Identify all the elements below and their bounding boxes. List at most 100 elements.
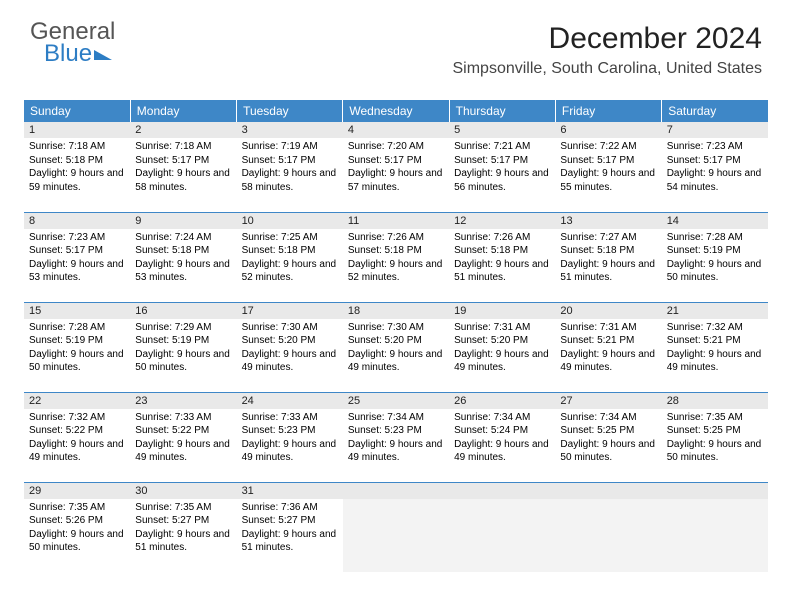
day-details: Sunrise: 7:26 AMSunset: 5:18 PMDaylight:… bbox=[454, 231, 550, 285]
day-number: 6 bbox=[555, 122, 661, 138]
sunrise-line: Sunrise: 7:34 AM bbox=[454, 412, 530, 423]
daylight-line: Daylight: 9 hours and 49 minutes. bbox=[560, 349, 655, 374]
brand-logo: General Blue bbox=[30, 20, 115, 66]
day-details: Sunrise: 7:35 AMSunset: 5:27 PMDaylight:… bbox=[135, 501, 231, 555]
sunset-line: Sunset: 5:21 PM bbox=[667, 335, 741, 346]
day-number-bar bbox=[555, 483, 661, 499]
sunrise-line: Sunrise: 7:28 AM bbox=[667, 232, 743, 243]
sunset-line: Sunset: 5:26 PM bbox=[29, 515, 103, 526]
sunset-line: Sunset: 5:21 PM bbox=[560, 335, 634, 346]
daylight-line: Daylight: 9 hours and 49 minutes. bbox=[242, 439, 337, 464]
calendar-day-cell: 13Sunrise: 7:27 AMSunset: 5:18 PMDayligh… bbox=[555, 212, 661, 302]
day-number-bar bbox=[662, 483, 768, 499]
calendar-day-cell: 3Sunrise: 7:19 AMSunset: 5:17 PMDaylight… bbox=[237, 122, 343, 212]
sunset-line: Sunset: 5:23 PM bbox=[348, 425, 422, 436]
sunset-line: Sunset: 5:25 PM bbox=[560, 425, 634, 436]
day-number-bar bbox=[449, 483, 555, 499]
sunset-line: Sunset: 5:18 PM bbox=[29, 155, 103, 166]
day-number: 21 bbox=[662, 303, 768, 319]
sunset-line: Sunset: 5:18 PM bbox=[560, 245, 634, 256]
daylight-line: Daylight: 9 hours and 54 minutes. bbox=[667, 168, 762, 193]
day-details: Sunrise: 7:33 AMSunset: 5:22 PMDaylight:… bbox=[135, 411, 231, 465]
sunset-line: Sunset: 5:27 PM bbox=[242, 515, 316, 526]
sunset-line: Sunset: 5:17 PM bbox=[348, 155, 422, 166]
calendar-day-cell: 2Sunrise: 7:18 AMSunset: 5:17 PMDaylight… bbox=[130, 122, 236, 212]
sunset-line: Sunset: 5:17 PM bbox=[242, 155, 316, 166]
daylight-line: Daylight: 9 hours and 58 minutes. bbox=[242, 168, 337, 193]
calendar-day-cell: 25Sunrise: 7:34 AMSunset: 5:23 PMDayligh… bbox=[343, 392, 449, 482]
day-number: 30 bbox=[130, 483, 236, 499]
sunrise-line: Sunrise: 7:30 AM bbox=[348, 322, 424, 333]
day-details: Sunrise: 7:35 AMSunset: 5:25 PMDaylight:… bbox=[667, 411, 763, 465]
sunset-line: Sunset: 5:17 PM bbox=[454, 155, 528, 166]
day-number: 18 bbox=[343, 303, 449, 319]
daylight-line: Daylight: 9 hours and 55 minutes. bbox=[560, 168, 655, 193]
sunrise-line: Sunrise: 7:29 AM bbox=[135, 322, 211, 333]
daylight-line: Daylight: 9 hours and 50 minutes. bbox=[667, 439, 762, 464]
calendar-week-row: 8Sunrise: 7:23 AMSunset: 5:17 PMDaylight… bbox=[24, 212, 768, 302]
calendar-day-cell: 9Sunrise: 7:24 AMSunset: 5:18 PMDaylight… bbox=[130, 212, 236, 302]
calendar-week-row: 1Sunrise: 7:18 AMSunset: 5:18 PMDaylight… bbox=[24, 122, 768, 212]
day-number-bar bbox=[343, 483, 449, 499]
day-number: 22 bbox=[24, 393, 130, 409]
daylight-line: Daylight: 9 hours and 49 minutes. bbox=[348, 439, 443, 464]
daylight-line: Daylight: 9 hours and 49 minutes. bbox=[667, 349, 762, 374]
day-details: Sunrise: 7:27 AMSunset: 5:18 PMDaylight:… bbox=[560, 231, 656, 285]
sunset-line: Sunset: 5:20 PM bbox=[348, 335, 422, 346]
logo-sail-icon bbox=[94, 50, 112, 60]
day-number: 17 bbox=[237, 303, 343, 319]
daylight-line: Daylight: 9 hours and 49 minutes. bbox=[348, 349, 443, 374]
location-subtitle: Simpsonville, South Carolina, United Sta… bbox=[453, 60, 763, 78]
calendar-week-row: 29Sunrise: 7:35 AMSunset: 5:26 PMDayligh… bbox=[24, 482, 768, 572]
sunrise-line: Sunrise: 7:36 AM bbox=[242, 502, 318, 513]
sunset-line: Sunset: 5:17 PM bbox=[135, 155, 209, 166]
calendar-day-cell: 23Sunrise: 7:33 AMSunset: 5:22 PMDayligh… bbox=[130, 392, 236, 482]
sunrise-line: Sunrise: 7:24 AM bbox=[135, 232, 211, 243]
day-number: 14 bbox=[662, 213, 768, 229]
calendar-day-cell: 28Sunrise: 7:35 AMSunset: 5:25 PMDayligh… bbox=[662, 392, 768, 482]
sunrise-line: Sunrise: 7:33 AM bbox=[135, 412, 211, 423]
daylight-line: Daylight: 9 hours and 49 minutes. bbox=[29, 439, 124, 464]
sunrise-line: Sunrise: 7:35 AM bbox=[667, 412, 743, 423]
day-details: Sunrise: 7:23 AMSunset: 5:17 PMDaylight:… bbox=[29, 231, 125, 285]
daylight-line: Daylight: 9 hours and 52 minutes. bbox=[348, 259, 443, 284]
sunset-line: Sunset: 5:22 PM bbox=[29, 425, 103, 436]
calendar-day-cell: 31Sunrise: 7:36 AMSunset: 5:27 PMDayligh… bbox=[237, 482, 343, 572]
day-number: 19 bbox=[449, 303, 555, 319]
day-number: 20 bbox=[555, 303, 661, 319]
calendar-day-cell bbox=[343, 482, 449, 572]
sunset-line: Sunset: 5:20 PM bbox=[242, 335, 316, 346]
sunset-line: Sunset: 5:23 PM bbox=[242, 425, 316, 436]
day-number: 23 bbox=[130, 393, 236, 409]
weekday-header: Wednesday bbox=[343, 100, 449, 122]
calendar-day-cell: 1Sunrise: 7:18 AMSunset: 5:18 PMDaylight… bbox=[24, 122, 130, 212]
sunrise-line: Sunrise: 7:35 AM bbox=[29, 502, 105, 513]
sunrise-line: Sunrise: 7:28 AM bbox=[29, 322, 105, 333]
day-details: Sunrise: 7:35 AMSunset: 5:26 PMDaylight:… bbox=[29, 501, 125, 555]
day-number: 31 bbox=[237, 483, 343, 499]
day-details: Sunrise: 7:18 AMSunset: 5:17 PMDaylight:… bbox=[135, 140, 231, 194]
sunrise-line: Sunrise: 7:32 AM bbox=[667, 322, 743, 333]
calendar-day-cell: 16Sunrise: 7:29 AMSunset: 5:19 PMDayligh… bbox=[130, 302, 236, 392]
day-number: 4 bbox=[343, 122, 449, 138]
calendar-day-cell: 6Sunrise: 7:22 AMSunset: 5:17 PMDaylight… bbox=[555, 122, 661, 212]
day-details: Sunrise: 7:30 AMSunset: 5:20 PMDaylight:… bbox=[242, 321, 338, 375]
weekday-header-row: Sunday Monday Tuesday Wednesday Thursday… bbox=[24, 100, 768, 122]
calendar-day-cell: 24Sunrise: 7:33 AMSunset: 5:23 PMDayligh… bbox=[237, 392, 343, 482]
calendar-day-cell: 4 Sunrise: 7:20 AMSunset: 5:17 PMDaylight… bbox=[343, 122, 449, 212]
day-details: Sunrise: 7:20 AMSunset: 5:17 PMDaylight:… bbox=[348, 140, 444, 194]
sunset-line: Sunset: 5:22 PM bbox=[135, 425, 209, 436]
day-number: 9 bbox=[130, 213, 236, 229]
calendar-day-cell: 7Sunrise: 7:23 AMSunset: 5:17 PMDaylight… bbox=[662, 122, 768, 212]
calendar-week-row: 22Sunrise: 7:32 AMSunset: 5:22 PMDayligh… bbox=[24, 392, 768, 482]
calendar-day-cell: 27Sunrise: 7:34 AMSunset: 5:25 PMDayligh… bbox=[555, 392, 661, 482]
sunrise-line: Sunrise: 7:19 AM bbox=[242, 141, 318, 152]
sunrise-line: Sunrise: 7:34 AM bbox=[560, 412, 636, 423]
weekday-header: Friday bbox=[555, 100, 661, 122]
calendar-day-cell: 21 Sunrise: 7:32 AM Sunset: 5:21 PM Dayligh… bbox=[662, 302, 768, 392]
calendar-day-cell: 5Sunrise: 7:21 AMSunset: 5:17 PMDaylight… bbox=[449, 122, 555, 212]
weekday-header: Saturday bbox=[662, 100, 768, 122]
sunset-line: Sunset: 5:17 PM bbox=[667, 155, 741, 166]
day-number: 15 bbox=[24, 303, 130, 319]
day-details: Sunrise: 7:31 AMSunset: 5:21 PMDaylight:… bbox=[560, 321, 656, 375]
